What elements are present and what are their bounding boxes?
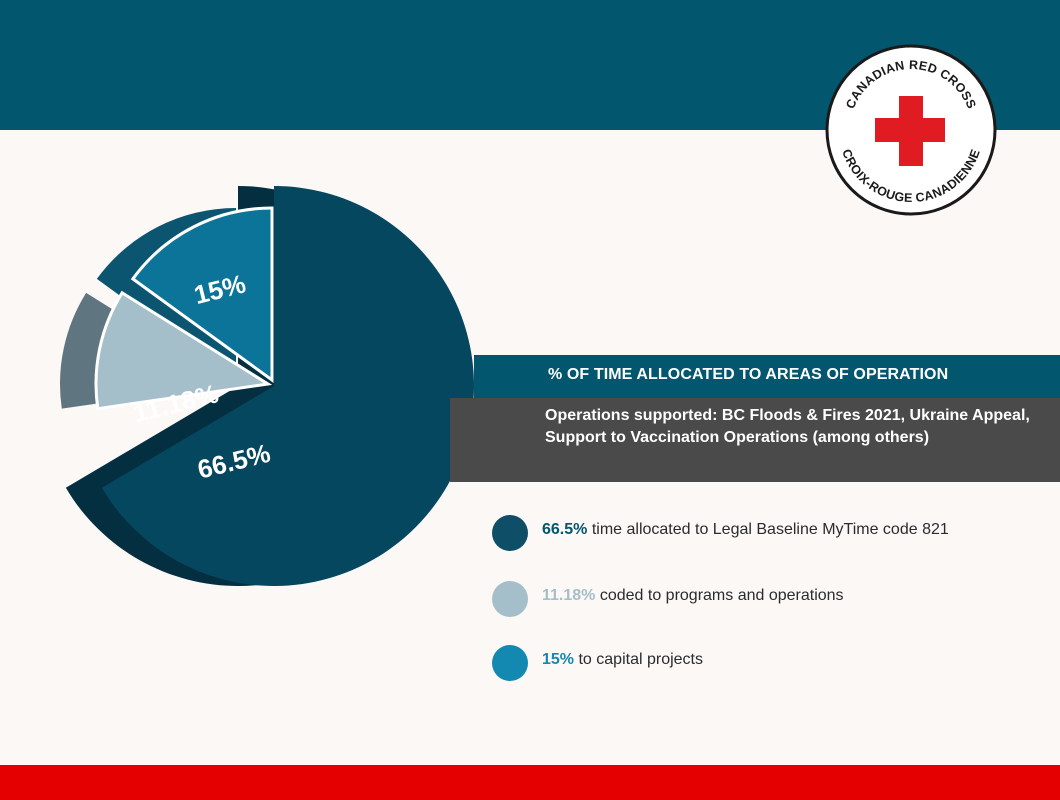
pie-slice: [94, 290, 273, 411]
legend-text: 15% to capital projects: [542, 651, 703, 669]
legend-dot: [492, 645, 528, 681]
legend-item: 15% to capital projects: [492, 645, 1052, 681]
legend-dot: [492, 581, 528, 617]
legend-dot: [492, 515, 528, 551]
red-cross-logo: CANADIAN RED CROSS CROIX-ROUGE CANADIENN…: [825, 44, 997, 216]
legend-text: 66.5% time allocated to Legal Baseline M…: [542, 521, 949, 539]
footer-band: [0, 765, 1060, 800]
pie-slice: [101, 186, 474, 586]
legend-description: coded to programs and operations: [599, 587, 844, 604]
pie-chart: 66.5%11.18%15%: [60, 186, 474, 586]
chart-title: % OF TIME ALLOCATED TO AREAS OF OPERATIO…: [474, 355, 1060, 398]
pie-slice: [130, 206, 274, 383]
chart-subtitle: Operations supported: BC Floods & Fires …: [450, 398, 1060, 482]
legend-description: to capital projects: [578, 651, 703, 668]
legend-item: 66.5% time allocated to Legal Baseline M…: [492, 515, 1052, 551]
legend-item: 11.18% coded to programs and operations: [492, 581, 1052, 617]
legend-value: 11.18%: [542, 587, 596, 604]
legend-description: time allocated to Legal Baseline MyTime …: [591, 521, 949, 538]
legend-text: 11.18% coded to programs and operations: [542, 587, 844, 605]
legend-value: 66.5%: [542, 521, 588, 538]
red-cross-icon: [875, 96, 945, 166]
legend-value: 15%: [542, 651, 575, 668]
